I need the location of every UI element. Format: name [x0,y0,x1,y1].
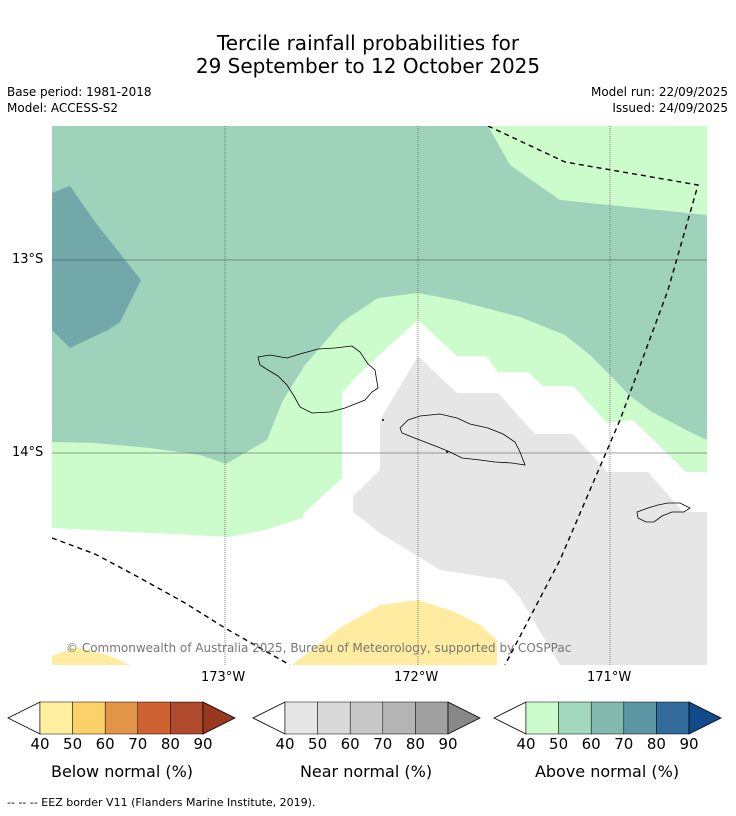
lon-label-171w: 171°W [587,670,632,685]
above-normal-70-region [52,186,141,348]
legend-below-tick: 80 [160,735,180,753]
legend-above-swatch [590,701,625,735]
base-period: Base period: 1981-2018 [7,85,152,99]
legend-near-tick: 40 [275,735,295,753]
legend-near-swatch [284,701,318,735]
legend-below-swatch [39,701,73,735]
legend-above-tick: 60 [581,735,601,753]
legend-title-above: Above normal (%) [534,762,680,781]
legend-near-under-arrow [252,701,286,735]
legend-above-under-arrow [493,701,527,735]
meta-left: Base period: 1981-2018 Model: ACCESS-S2 [7,84,152,116]
model-name: Model: ACCESS-S2 [7,101,119,115]
islet-dot [446,451,448,453]
legend-below-tick: 60 [95,735,115,753]
model-run: Model run: 22/09/2025 [590,85,728,99]
legend-near-tick: 70 [373,735,393,753]
legend-above-tick: 70 [614,735,634,753]
rainfall-map [52,126,707,665]
legend-above-tick: 40 [516,735,536,753]
legend-near-tick: 60 [340,735,360,753]
legend-near-tick: 50 [308,735,328,753]
legend-above-over-arrow [688,701,722,735]
legend-above-swatch [656,701,690,735]
savaii-island-outline [257,345,379,414]
lat-label-13s: 13°S [12,252,44,267]
legend-near-swatch [382,701,416,735]
above-normal-60-region [52,126,707,464]
title-line-1: Tercile rainfall probabilities for [216,31,520,55]
eez-border-west [52,537,291,665]
tutuila-island-outline [636,502,691,523]
copyright-notice: © Commonwealth of Australia 2025, Bureau… [66,641,572,655]
below-normal-50-region [292,600,497,665]
lon-label-172w: 172°W [394,670,439,685]
legend-below-over-arrow [202,701,236,735]
legend-below-tick: 90 [193,735,213,753]
legend-near-swatch [415,701,449,735]
legend-above-swatch [558,701,592,735]
legend-below-under-arrow [7,701,41,735]
legend-colorbars [7,701,722,735]
map-area [52,126,707,665]
legend-above-swatch [623,701,657,735]
legend-near-tick: 90 [438,735,458,753]
meta-right: Model run: 22/09/2025 Issued: 24/09/2025 [591,84,728,116]
below-normal-50-region-left [52,647,130,665]
legend-near-swatch [349,701,384,735]
legend-below-tick: 70 [128,735,148,753]
legend-above-tick: 80 [646,735,666,753]
legend-above-swatch [525,701,559,735]
legend-title-below: Below normal (%) [50,762,194,781]
legend-near-over-arrow [447,701,481,735]
upolu-island-outline [399,413,526,466]
legend-near-tick: 80 [405,735,425,753]
legend-above-tick: 50 [549,735,569,753]
lat-label-14s: 14°S [12,445,44,460]
near-normal-50-region [353,356,707,665]
legend-below-swatch [72,701,106,735]
lon-label-173w: 173°W [201,670,246,685]
legend-near-swatch [317,701,351,735]
above-normal-50-notch [680,126,707,215]
eez-border-east [487,126,699,665]
title-line-2: 29 September to 12 October 2025 [195,54,541,78]
legend-above-tick: 90 [679,735,699,753]
islet-dot [382,419,384,421]
legend-below-swatch [104,701,139,735]
legend-title-near: Near normal (%) [299,762,433,781]
legend-below-tick: 40 [30,735,50,753]
legend-below-swatch [137,701,171,735]
legend-below-tick: 50 [63,735,83,753]
legend-below-swatch [170,701,204,735]
eez-footnote: -- -- -- EEZ border V11 (Flanders Marine… [7,796,316,809]
issued-date: Issued: 24/09/2025 [612,101,728,115]
